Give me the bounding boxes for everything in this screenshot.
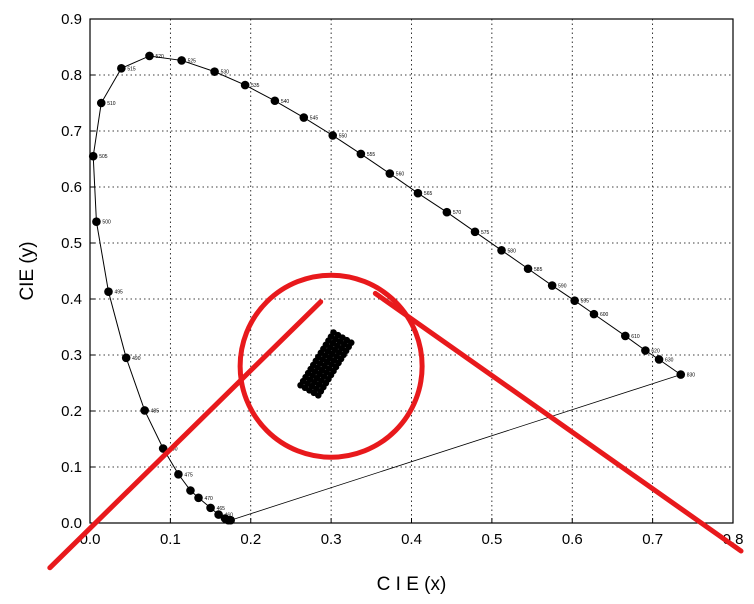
- locus-point: [177, 56, 186, 65]
- y-tick-label: 0.0: [61, 515, 82, 532]
- wavelength-label: 490: [132, 356, 141, 362]
- sample-point: [347, 339, 355, 346]
- locus-point: [654, 355, 664, 364]
- wavelength-label: 580: [508, 248, 517, 254]
- wavelength-label: 530: [221, 70, 230, 76]
- locus-point: [88, 151, 98, 161]
- wavelength-label: 520: [155, 54, 164, 60]
- locus-point: [497, 245, 506, 255]
- wavelength-label: 465: [217, 506, 226, 512]
- locus-point: [328, 131, 338, 140]
- locus-point: [413, 188, 423, 198]
- x-axis-label: C I E (x): [377, 574, 447, 595]
- locus-point: [117, 63, 126, 73]
- sample-cluster: [297, 329, 355, 399]
- grid: [90, 19, 733, 523]
- locus-point: [240, 80, 250, 90]
- x-tick-label: 0.2: [240, 531, 261, 548]
- locus-point: [92, 217, 101, 227]
- locus-point: [442, 207, 452, 217]
- wavelength-label: 600: [600, 312, 609, 318]
- locus-point: [104, 287, 113, 297]
- locus-curve: [92, 55, 682, 521]
- x-tick-label: 0.7: [642, 531, 663, 548]
- wavelength-label: 460: [225, 513, 234, 519]
- purple-line: [230, 374, 681, 521]
- wavelength-label: 630: [665, 357, 674, 363]
- x-tick-label: 0.5: [481, 531, 502, 548]
- y-tick-label: 0.9: [61, 11, 82, 28]
- wavelength-label: 545: [310, 116, 319, 122]
- wavelength-label: 495: [114, 290, 123, 296]
- y-tick-label: 0.2: [61, 403, 82, 420]
- wavelength-label: 525: [188, 58, 197, 64]
- wavelength-label: 555: [367, 152, 376, 158]
- locus-point: [641, 346, 650, 355]
- locus-point: [589, 309, 599, 319]
- x-tick-label: 0.1: [160, 531, 181, 548]
- locus-point: [210, 67, 219, 76]
- y-tick-label: 0.5: [61, 235, 82, 252]
- wavelength-label: 565: [424, 191, 433, 197]
- wavelength-label: 550: [339, 133, 348, 139]
- y-tick-label: 0.8: [61, 67, 82, 84]
- wavelength-label: 535: [251, 83, 260, 89]
- spectral-locus: 4604654704754804854904955005055105155205…: [88, 51, 696, 525]
- y-tick-label: 0.1: [61, 459, 82, 476]
- locus-point: [470, 227, 480, 237]
- x-tick-label: 0.3: [321, 531, 342, 548]
- wavelength-label: 515: [127, 66, 136, 72]
- locus-point: [220, 514, 230, 523]
- wavelength-label: 595: [581, 299, 590, 305]
- magnifier-line: [47, 299, 324, 571]
- wavelength-label: 560: [396, 172, 405, 178]
- locus-point: [385, 169, 395, 178]
- locus-point: [145, 51, 154, 61]
- locus-point: [96, 98, 106, 108]
- x-tick-label: 0.4: [401, 531, 422, 548]
- wavelength-label: 500: [102, 220, 111, 226]
- zoom-annotation: [47, 272, 744, 571]
- wavelength-label: 830: [687, 373, 696, 379]
- locus-point: [186, 486, 195, 495]
- magnifier-line: [372, 290, 744, 554]
- wavelength-label: 575: [481, 230, 490, 236]
- locus-point: [523, 264, 533, 274]
- wavelength-label: 510: [107, 101, 116, 107]
- wavelength-label: 485: [151, 408, 160, 414]
- locus-point: [570, 296, 579, 305]
- locus-point: [121, 353, 131, 363]
- wavelength-label: 540: [281, 99, 290, 105]
- locus-point: [174, 469, 183, 479]
- wavelength-label: 610: [631, 334, 640, 340]
- y-tick-label: 0.4: [61, 291, 82, 308]
- wavelength-label: 590: [558, 284, 567, 290]
- y-axis-label: CIE (y): [17, 241, 38, 300]
- wavelength-label: 585: [534, 267, 543, 273]
- locus-point: [356, 149, 366, 159]
- locus-point: [140, 406, 149, 415]
- x-tick-label: 0.6: [562, 531, 583, 548]
- wavelength-label: 475: [184, 472, 193, 478]
- wavelength-label: 620: [651, 349, 660, 355]
- y-tick-label: 0.3: [61, 347, 82, 364]
- locus-point: [214, 510, 223, 519]
- locus-point: [206, 503, 215, 513]
- magnifier-circle: [237, 272, 425, 460]
- locus-point: [194, 493, 203, 503]
- wavelength-label: 505: [99, 154, 108, 160]
- locus-point: [620, 331, 630, 341]
- y-tick-label: 0.7: [61, 123, 82, 140]
- wavelength-label: 570: [453, 210, 462, 216]
- locus-point: [158, 444, 168, 453]
- wavelength-label: 470: [205, 496, 214, 502]
- y-tick-label: 0.6: [61, 179, 82, 196]
- locus-point: [270, 96, 280, 106]
- locus-point: [299, 113, 309, 122]
- axis-ticks: 0.0 0.1 0.2 0.3 0.4 0.5 0.6 0.7 0.80.00.10.20.30…: [61, 11, 743, 548]
- locus-point: [676, 370, 686, 379]
- locus-point: [547, 281, 557, 290]
